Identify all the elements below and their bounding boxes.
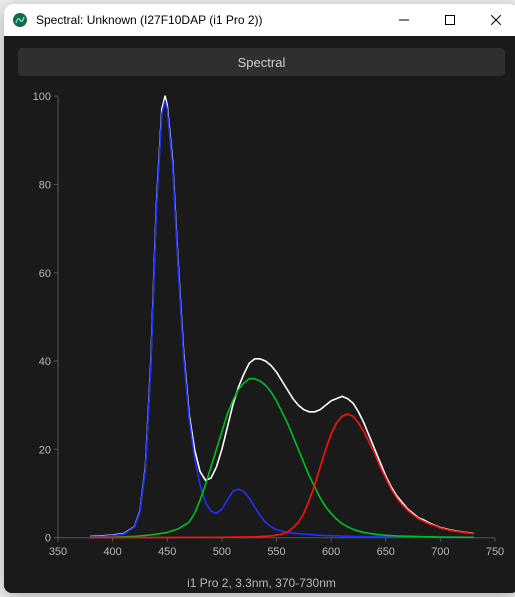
series-blue	[91, 101, 473, 538]
series-red	[91, 414, 473, 538]
series-white	[91, 96, 473, 536]
svg-text:350: 350	[49, 546, 67, 558]
tab-spectral[interactable]: Spectral	[18, 48, 505, 76]
spectral-chart: 0 20 40 60 80 100 350 400 450 500 550 600 650 700 750	[18, 86, 505, 566]
svg-text:40: 40	[39, 356, 51, 368]
window-title: Spectral: Unknown (I27F10DAP (i1 Pro 2))	[36, 13, 381, 27]
app-window: Spectral: Unknown (I27F10DAP (i1 Pro 2))…	[4, 4, 515, 593]
svg-text:0: 0	[45, 533, 51, 545]
svg-text:500: 500	[213, 546, 231, 558]
content-area: Spectral 0 20 40 60 80 100 350 400 450 500 550 600 6…	[4, 36, 515, 593]
svg-text:700: 700	[431, 546, 449, 558]
titlebar[interactable]: Spectral: Unknown (I27F10DAP (i1 Pro 2))	[4, 4, 515, 36]
svg-text:60: 60	[39, 268, 51, 280]
svg-text:20: 20	[39, 444, 51, 456]
app-logo-icon	[12, 12, 28, 28]
svg-text:80: 80	[39, 179, 51, 191]
svg-text:100: 100	[33, 91, 51, 103]
svg-text:600: 600	[322, 546, 340, 558]
close-button[interactable]	[473, 4, 515, 36]
svg-text:550: 550	[267, 546, 285, 558]
svg-text:650: 650	[377, 546, 395, 558]
tab-label: Spectral	[238, 55, 286, 70]
svg-text:750: 750	[486, 546, 504, 558]
svg-text:450: 450	[158, 546, 176, 558]
maximize-button[interactable]	[427, 4, 473, 36]
minimize-button[interactable]	[381, 4, 427, 36]
svg-text:400: 400	[103, 546, 121, 558]
